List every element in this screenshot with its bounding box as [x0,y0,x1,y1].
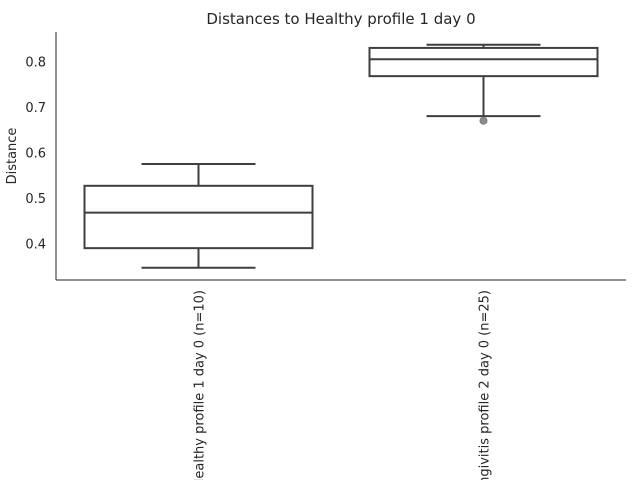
box-group [368,43,599,125]
x-tick-label: Gingivitis profile 2 day 0 (n=25) [478,290,493,480]
boxes [83,43,599,269]
x-tick-labels: Healthy profile 1 day 0 (n=10) Gingivitis… [193,290,493,480]
y-tick-label: 0.8 [25,56,46,71]
outlier-point [479,116,488,125]
y-axis-label: Distance [5,128,20,185]
iqr-box [368,46,599,78]
x-tick-label: Healthy profile 1 day 0 (n=10) [193,290,208,480]
y-tick-label: 0.6 [25,147,46,162]
iqr-box [83,184,314,250]
y-tick-label: 0.4 [25,238,46,253]
y-tick-label: 0.7 [25,101,46,116]
y-ticks: 0.4 0.5 0.6 0.7 0.8 [25,56,46,253]
box-group [83,162,314,269]
y-tick-label: 0.5 [25,192,46,207]
chart-title: Distances to Healthy profile 1 day 0 [206,10,475,28]
